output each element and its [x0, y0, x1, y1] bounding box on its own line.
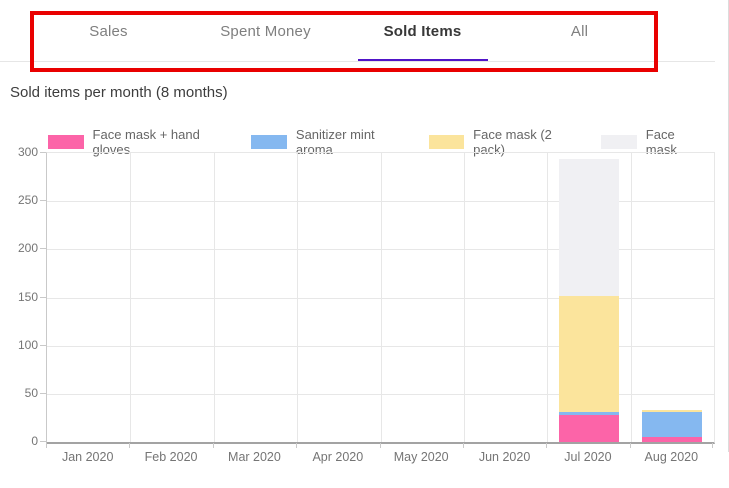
y-axis-ticks [40, 152, 46, 442]
bar-segment[interactable] [558, 295, 619, 413]
tab-bar-divider [0, 61, 715, 62]
gridline-vertical [547, 153, 549, 442]
x-axis-ticks [46, 443, 713, 449]
x-axis-label: Apr 2020 [312, 450, 364, 464]
bar-segment[interactable] [558, 412, 619, 416]
legend-swatch [48, 135, 84, 149]
legend-item[interactable]: Face mask + hand gloves [48, 127, 224, 157]
tab-label: Sold Items [383, 22, 462, 40]
y-axis-label: 0 [31, 434, 38, 448]
gridline-vertical [463, 153, 465, 442]
x-axis-label: Jan 2020 [61, 450, 114, 464]
legend-label: Face mask + hand gloves [92, 127, 200, 157]
x-axis-tick [712, 443, 713, 448]
y-axis-label: 300 [17, 145, 38, 159]
plot-area [46, 152, 715, 444]
bar-segment[interactable] [558, 415, 619, 442]
chart-legend: Face mask + hand gloves Sanitizer mint ar… [48, 127, 729, 157]
x-axis-tick [212, 443, 214, 448]
tab-spent-money[interactable]: Spent Money [187, 0, 344, 62]
y-axis-label: 250 [17, 193, 38, 208]
y-axis-label: 150 [17, 289, 38, 304]
x-axis-tick [129, 443, 131, 448]
gridline-vertical [630, 153, 632, 442]
tab-sales[interactable]: Sales [30, 0, 187, 62]
legend-swatch [428, 135, 465, 149]
y-axis-tick [40, 392, 46, 394]
y-axis-labels: 0 50 100 150 200 250 300 [0, 145, 38, 448]
y-axis-tick [40, 296, 46, 298]
y-axis-label: 200 [17, 241, 38, 256]
bar-segment[interactable] [642, 412, 703, 438]
x-axis-tick [46, 443, 47, 448]
x-axis-tick [379, 443, 381, 448]
tab-label: All [570, 22, 589, 40]
y-axis-label: 100 [17, 337, 38, 352]
bar-segment[interactable] [558, 158, 619, 296]
tab-label: Spent Money [220, 22, 311, 40]
legend-label: Face mask (2 pack) [473, 127, 552, 157]
legend-swatch [601, 135, 637, 149]
tab-label: Sales [89, 22, 128, 40]
tab-bar-container: Sales Spent Money Sold Items All [0, 0, 729, 62]
active-tab-indicator [357, 59, 488, 62]
legend-item[interactable]: Face mask (2 pack) [428, 127, 575, 157]
x-axis-tick [546, 443, 548, 448]
gridline-vertical [130, 153, 132, 442]
gridline-vertical [380, 153, 382, 442]
y-axis-tick [40, 441, 46, 442]
legend-swatch [251, 135, 287, 149]
y-axis-tick [40, 248, 46, 250]
legend-label: Face mask [645, 127, 677, 157]
legend-label: Sanitizer mint aroma [295, 127, 375, 157]
tab-all[interactable]: All [501, 0, 658, 62]
legend-item[interactable]: Sanitizer mint aroma [251, 127, 401, 157]
x-axis-labels: Jan 2020 Feb 2020 Mar 2020 Apr 2020 May 2020… [46, 450, 713, 466]
y-axis-label: 50 [24, 385, 38, 400]
tab-bar: Sales Spent Money Sold Items All [30, 0, 658, 62]
x-axis-label: Mar 2020 [228, 450, 281, 464]
y-axis-tick [40, 152, 46, 153]
bar-segment[interactable] [642, 437, 703, 442]
x-axis-tick [462, 443, 464, 448]
x-axis-tick [629, 443, 631, 448]
y-axis-tick [40, 200, 46, 202]
y-axis-tick [40, 344, 46, 346]
x-axis-label: Jul 2020 [564, 450, 612, 464]
gridline-vertical [297, 153, 299, 442]
tab-sold-items[interactable]: Sold Items [344, 0, 501, 62]
legend-item[interactable]: Face mask [601, 127, 702, 157]
gridline-vertical [213, 153, 215, 442]
x-axis-tick [296, 443, 298, 448]
x-axis-label: May 2020 [393, 450, 449, 464]
x-axis-label: Jun 2020 [478, 450, 531, 464]
bar-segment[interactable] [642, 410, 703, 413]
x-axis-label: Feb 2020 [144, 450, 198, 464]
chart-title: Sold items per month (8 months) [10, 84, 228, 101]
x-axis-label: Aug 2020 [644, 450, 699, 464]
